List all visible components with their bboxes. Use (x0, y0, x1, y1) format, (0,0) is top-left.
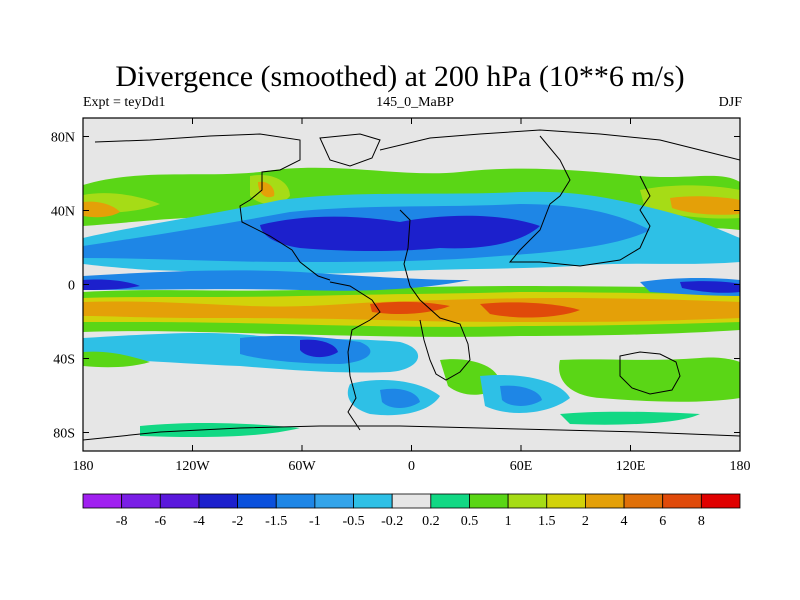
map-field (83, 118, 740, 451)
y-tick-label: 40N (51, 205, 75, 220)
colorbar-swatch (353, 493, 393, 509)
colorbar-swatch (700, 493, 741, 509)
colorbar-swatch (237, 493, 277, 509)
coastlines (83, 129, 740, 441)
x-tick-label: 120E (616, 459, 646, 474)
x-axis: 180 120W 60W 0 60E 120E 180 (73, 118, 751, 474)
y-axis: 80N 40N 0 40S 80S (51, 131, 740, 442)
colorbar-swatch (275, 493, 316, 509)
y-tick-label: 0 (68, 279, 75, 294)
y-tick-label: 80N (51, 131, 75, 146)
colorbar-label: 6 (659, 514, 666, 529)
x-tick-label: 120W (175, 459, 210, 474)
x-tick-label: 180 (73, 459, 94, 474)
colorbar-swatch (662, 493, 702, 509)
coastline-europe-africa (399, 209, 471, 381)
y-tick-label: 40S (53, 353, 75, 368)
colorbar-swatch (121, 493, 161, 509)
contour-high-lat-green (140, 411, 700, 438)
colorbar-label: 8 (698, 514, 705, 529)
period-label: 145_0_MaBP (376, 95, 454, 110)
x-tick-label: 0 (408, 459, 415, 474)
chart-title: Divergence (smoothed) at 200 hPa (10**6 … (115, 60, 685, 93)
x-tick-label: 180 (730, 459, 751, 474)
colorbar-label: -8 (116, 514, 128, 529)
colorbar-label: -0.2 (381, 514, 403, 529)
colorbar-label: 1 (505, 514, 512, 529)
coastline-eurasia (379, 129, 740, 267)
colorbar: -8 -6 -4 -2 -1.5 -1 -0.5 -0.2 0.2 0.5 1 1.5 2 4 6 8 (82, 493, 741, 529)
contour-tropical-red (370, 301, 580, 318)
contour-nh-convergence-dark (260, 215, 540, 251)
colorbar-label: -4 (193, 514, 205, 529)
colorbar-label: -0.5 (342, 514, 364, 529)
x-tick-label: 60E (510, 459, 533, 474)
colorbar-label: -1.5 (265, 514, 287, 529)
season-label: DJF (718, 95, 742, 110)
colorbar-label: -1 (309, 514, 321, 529)
colorbar-label: 1.5 (538, 514, 556, 529)
colorbar-swatch (507, 493, 548, 509)
colorbar-swatch (314, 493, 354, 509)
colorbar-swatch (623, 493, 664, 509)
contour-equatorial-convergence (83, 270, 740, 296)
colorbar-swatch (585, 493, 625, 509)
colorbar-label: 0.2 (422, 514, 440, 529)
colorbar-label: -6 (154, 514, 166, 529)
colorbar-swatch (82, 493, 123, 509)
contour-sh-blue-mid (380, 385, 542, 408)
coastline-australia (619, 351, 681, 395)
coastline-greenland (319, 133, 381, 167)
experiment-label: Expt = teyDd1 (83, 95, 166, 110)
colorbar-label: 0.5 (461, 514, 479, 529)
colorbar-swatch (391, 493, 432, 509)
y-tick-label: 80S (53, 427, 75, 442)
colorbar-label: 2 (582, 514, 589, 529)
contour-sh-convergence-dark (300, 339, 338, 358)
colorbar-swatch (198, 493, 238, 509)
colorbar-swatch (469, 493, 509, 509)
colorbar-swatch (430, 493, 470, 509)
contour-sh-green (83, 351, 740, 402)
x-tick-label: 60W (288, 459, 316, 474)
coastline-south-america (329, 281, 381, 431)
colorbar-label: -2 (232, 514, 244, 529)
colorbar-label: 4 (621, 514, 628, 529)
colorbar-swatch (159, 493, 200, 509)
coastline-north-america (94, 133, 331, 281)
coastline-antarctica (83, 425, 740, 441)
colorbar-swatch (546, 493, 586, 509)
